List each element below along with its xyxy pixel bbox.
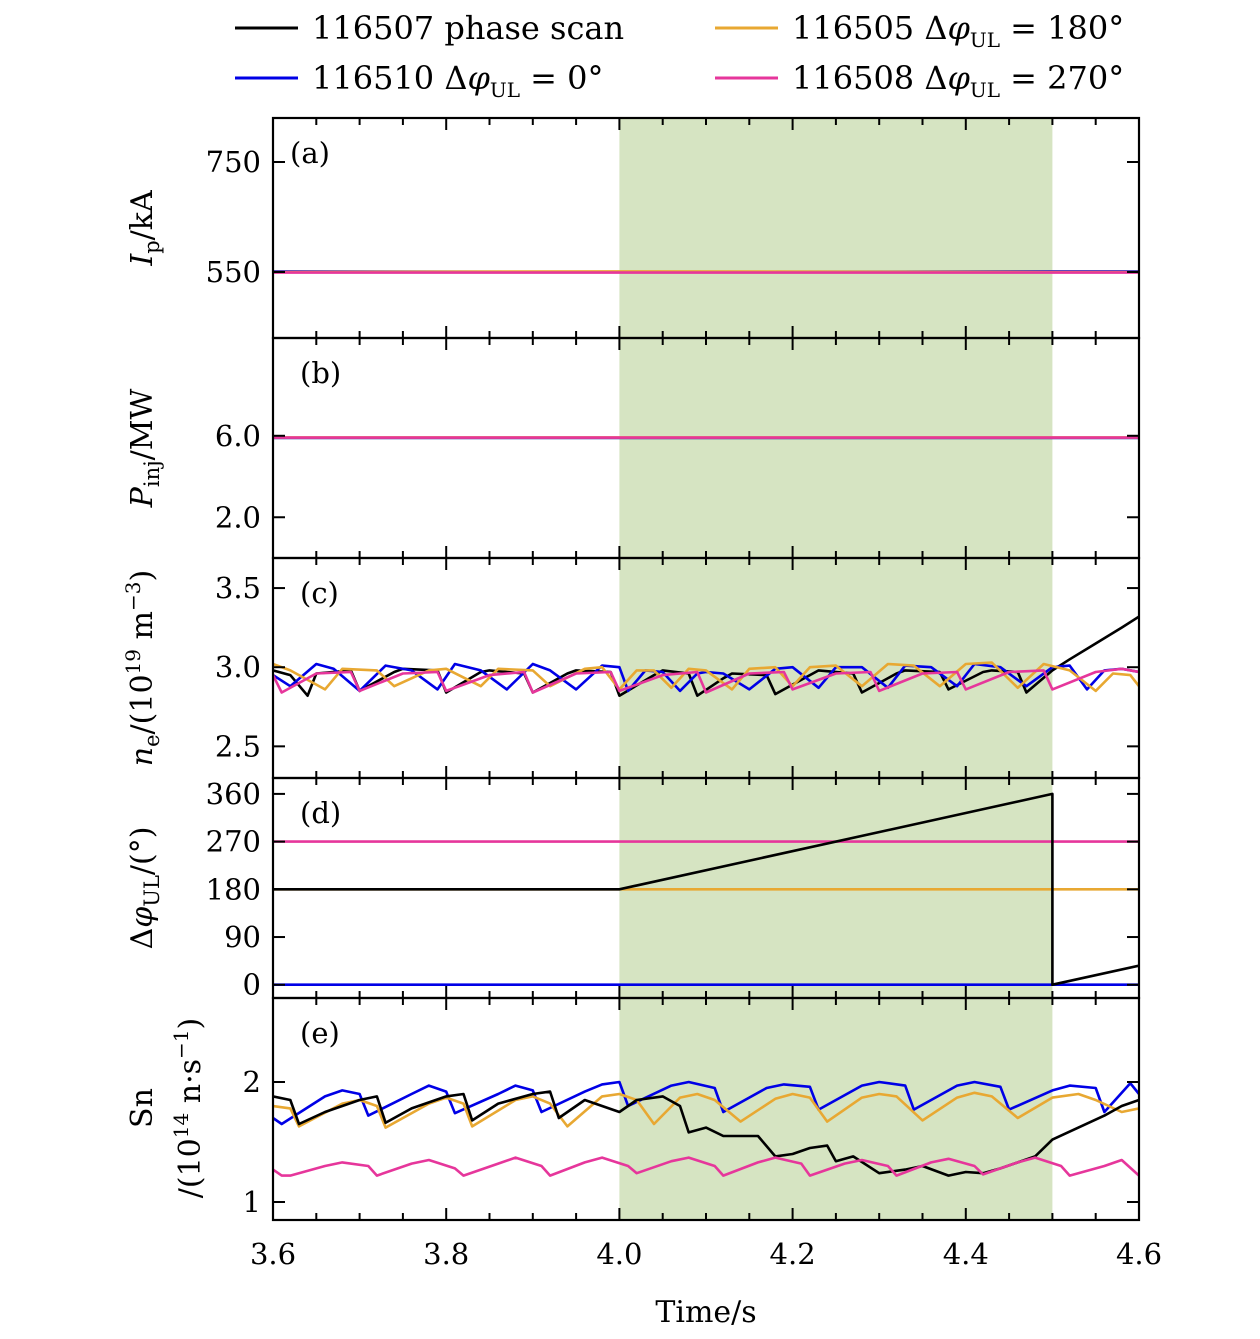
legend: 116507 phase scan 116510 ΔφUL = 0° 11650…: [235, 9, 1124, 102]
x-tick-label: 4.4: [943, 1237, 989, 1271]
y-tick-label-d: 270: [206, 825, 261, 859]
y-tick-label-c: 3.5: [215, 571, 261, 605]
panel-d: 0 90 180 270 360 (d): [206, 776, 1141, 1002]
series-line-c-s505: [273, 661, 1139, 693]
x-tick-label: 4.2: [770, 1237, 816, 1271]
legend-label-s510: 116510 ΔφUL = 0°: [312, 59, 604, 102]
panel-tag-e: (e): [300, 1016, 340, 1050]
legend-label-s508: 116508 ΔφUL = 270°: [792, 59, 1124, 102]
ylabel-e-line1: Sn: [125, 1088, 160, 1128]
x-axis-title: Time/s: [655, 1295, 756, 1330]
y-tick-label-b: 2.0: [215, 500, 261, 534]
series-group-d: [273, 792, 1139, 987]
y-tick-label-e: 2: [243, 1065, 261, 1099]
y-tick-label-c: 3.0: [215, 650, 261, 684]
ylabel-e-line2: /(1014 n·s−1): [169, 1018, 208, 1198]
x-tick-labels: 3.6 3.8 4.0 4.2 4.4 4.6: [250, 1237, 1162, 1271]
series-group-e: [273, 1080, 1139, 1177]
panel-tag-b: (b): [300, 356, 341, 390]
panel-tag-a: (a): [290, 136, 330, 170]
ylabel-c: ne/(1019 m−3): [121, 570, 164, 766]
y-tick-label-d: 90: [224, 920, 261, 954]
ylabel-b: Pinj/MW: [125, 389, 164, 509]
series-line-c-s508: [273, 667, 1139, 694]
y-tick-label-d: 180: [206, 872, 261, 906]
legend-label-s507: 116507 phase scan: [312, 9, 624, 47]
x-tick-label: 3.8: [423, 1237, 469, 1271]
x-tick-label: 3.6: [250, 1237, 296, 1271]
x-tick-label: 4.6: [1116, 1237, 1162, 1271]
panel-e: 1 2 (e): [243, 996, 1141, 1222]
series-line-d-s507: [273, 792, 1139, 987]
series-group-a: [273, 270, 1139, 274]
series-line-e-s508: [273, 1156, 1139, 1177]
ylabel-a: Ip/kA: [125, 190, 164, 267]
y-tick-label-d: 0: [243, 968, 261, 1002]
series-group-c: [273, 615, 1139, 698]
y-tick-label-b: 6.0: [215, 419, 261, 453]
legend-label-s505: 116505 ΔφUL = 180°: [792, 9, 1124, 52]
panel-tag-d: (d): [300, 796, 341, 830]
series-line-e-s510: [273, 1080, 1139, 1126]
y-tick-label-a: 750: [206, 145, 261, 179]
ylabel-d: ΔφUL/(°): [125, 827, 164, 950]
series-line-e-s505: [273, 1091, 1139, 1129]
y-tick-label-c: 2.5: [215, 729, 261, 763]
y-axis-titles: Ip/kA Pinj/MW ne/(1019 m−3) ΔφUL/(°) Sn …: [121, 190, 208, 1198]
y-tick-label-a: 550: [206, 255, 261, 289]
x-tick-label: 4.0: [596, 1237, 642, 1271]
panel-tag-c: (c): [300, 576, 339, 610]
y-tick-label-e: 1: [243, 1185, 261, 1219]
series-line-c-s510: [273, 662, 1139, 693]
panel-a: 550 750 (a): [206, 116, 1141, 340]
panels: 550 750 (a) 2.0 6.0 (b) 2.5 3.0 3.5 (c) 0 90 180 270 3…: [206, 116, 1141, 1222]
y-tick-label-d: 360: [206, 777, 261, 811]
